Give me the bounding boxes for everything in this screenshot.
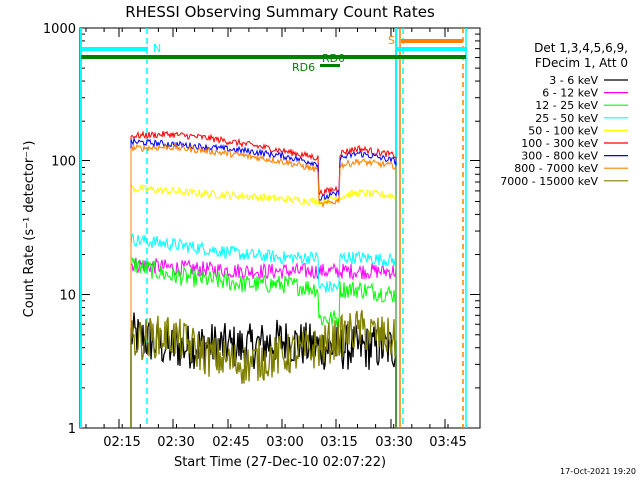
rd0-bar bbox=[81, 55, 466, 59]
footer-timestamp: 17-Oct-2021 19:20 bbox=[560, 467, 636, 476]
legend-header-line: FDecim 1, Att 0 bbox=[535, 56, 628, 70]
x-tick-label: 03:00 bbox=[266, 435, 303, 450]
legend-label: 25 - 50 keV bbox=[535, 112, 598, 125]
legend-label: 800 - 7000 keV bbox=[514, 162, 598, 175]
x-tick-label: 03:45 bbox=[429, 435, 466, 450]
series-line-12-25-kev bbox=[130, 257, 397, 428]
plot-frame bbox=[79, 27, 481, 429]
y-tick-label: 1000 bbox=[43, 22, 76, 37]
legend-label: 300 - 800 keV bbox=[521, 150, 598, 163]
series-line-50-100-kev bbox=[130, 183, 397, 428]
legend-label: 100 - 300 keV bbox=[521, 137, 598, 150]
night-bar-right bbox=[397, 47, 467, 51]
y-tick-label: 1 bbox=[68, 422, 76, 437]
y-tick-label: 100 bbox=[51, 155, 76, 170]
series-line-7000-15000-kev bbox=[130, 310, 397, 428]
annotation-n: N bbox=[153, 42, 161, 55]
rd6-bar bbox=[320, 64, 340, 67]
legend-label: 6 - 12 keV bbox=[542, 87, 598, 100]
plot-area: 1 10 100 1000 02:15 02:30 02:45 03:00 03:15 03:30… bbox=[43, 22, 481, 450]
series-line-3-6-kev bbox=[130, 312, 397, 428]
x-tick-label: 02:45 bbox=[212, 435, 249, 450]
x-tick-label: 03:15 bbox=[320, 435, 357, 450]
series-line-800-7000-kev bbox=[130, 143, 397, 428]
legend-header-line: Det 1,3,4,5,6,9, bbox=[534, 41, 628, 55]
x-tick-label: 03:30 bbox=[375, 435, 412, 450]
x-tick-label: 02:15 bbox=[103, 435, 140, 450]
legend-label: 7000 - 15000 keV bbox=[500, 175, 598, 188]
series-line-25-50-kev bbox=[130, 232, 397, 428]
saa-bar bbox=[401, 39, 463, 43]
chart-title: RHESSI Observing Summary Count Rates bbox=[125, 3, 435, 21]
legend-label: 50 - 100 keV bbox=[528, 124, 598, 137]
annotation-rd6: RD6 bbox=[292, 61, 315, 74]
annotation-rd0: RD0 bbox=[322, 52, 345, 65]
x-tick-label: 02:30 bbox=[157, 435, 194, 450]
y-tick-label: 10 bbox=[59, 289, 76, 304]
y-axis-label: Count Rate (s⁻¹ detector⁻¹) bbox=[22, 141, 37, 318]
legend-label: 3 - 6 keV bbox=[549, 74, 598, 87]
annotation-s: S bbox=[388, 34, 395, 47]
night-bar-left bbox=[81, 47, 148, 51]
series-line-100-300-kev bbox=[130, 130, 397, 428]
x-axis-label: Start Time (27-Dec-10 02:07:22) bbox=[174, 455, 386, 470]
legend-label: 12 - 25 keV bbox=[535, 99, 598, 112]
legend: Det 1,3,4,5,6,9,FDecim 1, Att 0 3 - 6 keV… bbox=[500, 41, 628, 188]
